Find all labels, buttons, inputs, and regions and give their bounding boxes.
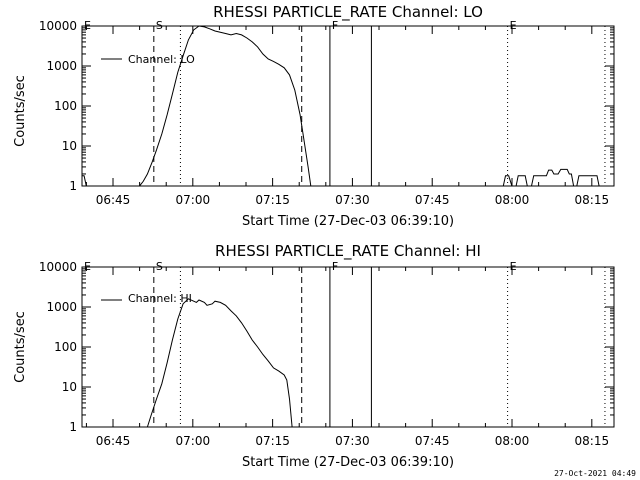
event-marker-label: E bbox=[84, 260, 91, 273]
x-tick-label: 06:45 bbox=[96, 193, 131, 207]
x-tick-label: 07:00 bbox=[176, 193, 211, 207]
x-tick-label: 06:45 bbox=[96, 434, 131, 448]
event-marker-label: S bbox=[156, 19, 163, 32]
y-axis-label: Counts/sec bbox=[13, 75, 28, 147]
chart-title: RHESSI PARTICLE_RATE Channel: LO bbox=[213, 3, 483, 22]
x-tick-label: 08:00 bbox=[495, 193, 530, 207]
event-marker-label: S bbox=[156, 260, 163, 273]
series-line bbox=[146, 298, 293, 428]
y-tick-label: 1000 bbox=[46, 59, 77, 73]
event-marker-label: E bbox=[510, 260, 517, 273]
y-tick-label: 1 bbox=[69, 420, 77, 434]
x-axis-label: Start Time (27-Dec-03 06:39:10) bbox=[242, 214, 454, 229]
event-marker-label: F bbox=[332, 260, 338, 273]
chart-panel-lo: RHESSI PARTICLE_RATE Channel: LO Counts/… bbox=[13, 3, 615, 229]
y-tick-label: 100 bbox=[54, 340, 77, 354]
y-tick-label: 100 bbox=[54, 99, 77, 113]
legend-label: Channel: LO bbox=[128, 53, 195, 66]
x-tick-label: 07:15 bbox=[255, 193, 290, 207]
plot-frame bbox=[81, 25, 615, 187]
x-tick-label: 07:45 bbox=[415, 434, 450, 448]
y-tick-label: 1000 bbox=[46, 300, 77, 314]
x-tick-label: 07:45 bbox=[415, 193, 450, 207]
x-tick-label: 08:15 bbox=[575, 434, 610, 448]
x-tick-label: 08:15 bbox=[575, 193, 610, 207]
x-tick-label: 07:30 bbox=[335, 434, 370, 448]
x-tick-label: 07:00 bbox=[176, 434, 211, 448]
plot-frame bbox=[81, 266, 615, 428]
y-axis-label: Counts/sec bbox=[13, 311, 28, 383]
event-marker-label: E bbox=[84, 19, 91, 32]
x-tick-label: 07:30 bbox=[335, 193, 370, 207]
x-tick-label: 08:00 bbox=[495, 434, 530, 448]
series-line bbox=[502, 168, 600, 187]
event-marker-label: F bbox=[332, 19, 338, 32]
y-tick-label: 10 bbox=[62, 380, 77, 394]
y-tick-label: 1 bbox=[69, 179, 77, 193]
y-tick-label: 10000 bbox=[39, 260, 77, 274]
x-axis-label: Start Time (27-Dec-03 06:39:10) bbox=[242, 455, 454, 470]
x-tick-label: 07:15 bbox=[255, 434, 290, 448]
y-tick-label: 10 bbox=[62, 139, 77, 153]
chart-title: RHESSI PARTICLE_RATE Channel: HI bbox=[215, 242, 481, 261]
legend-label: Channel: HI bbox=[128, 292, 192, 305]
series-line bbox=[82, 175, 90, 187]
footer-timestamp: 27-Oct-2021 04:49 bbox=[554, 469, 636, 478]
event-marker-label: E bbox=[510, 19, 517, 32]
series-line bbox=[139, 25, 312, 187]
chart-panel-hi: RHESSI PARTICLE_RATE Channel: HI Counts/… bbox=[13, 242, 615, 470]
y-tick-label: 10000 bbox=[39, 19, 77, 33]
